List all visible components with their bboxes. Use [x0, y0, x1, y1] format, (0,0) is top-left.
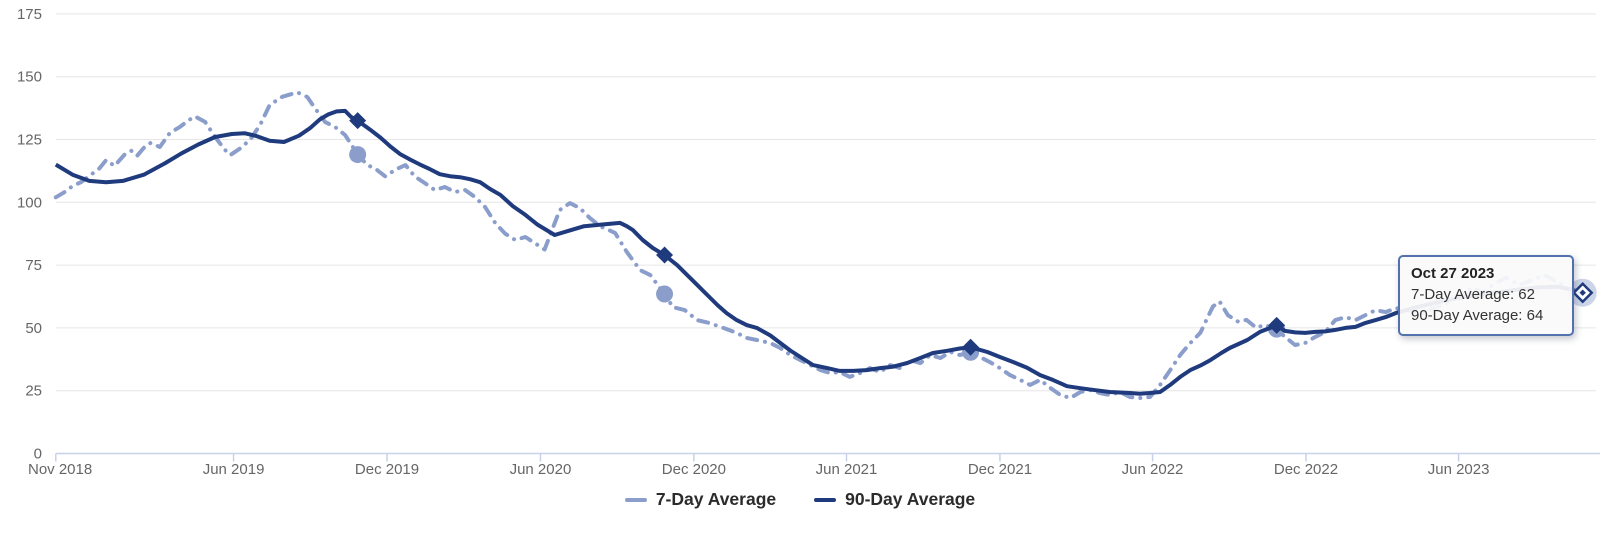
tooltip-7day-value: 7-Day Average: 62: [1411, 286, 1535, 304]
legend-item-90day[interactable]: 90-Day Average: [814, 489, 975, 510]
tooltip: Oct 27 2023 7-Day Average: 62 90-Day Ave…: [1398, 255, 1574, 336]
x-axis-label: Nov 2018: [28, 461, 92, 478]
legend-label-90day: 90-Day Average: [845, 489, 976, 509]
x-axis-label: Dec 2020: [662, 461, 726, 478]
legend-label-7day: 7-Day Average: [655, 489, 777, 509]
legend-item-7day[interactable]: 7-Day Average: [624, 489, 777, 510]
y-axis-label: 75: [25, 257, 42, 274]
x-axis-label: Jun 2020: [510, 461, 572, 478]
7day-year-marker[interactable]: [349, 146, 367, 164]
y-axis-label: 25: [25, 383, 42, 400]
x-axis-label: Dec 2019: [355, 461, 419, 478]
x-axis-label: Jun 2019: [203, 461, 265, 478]
tooltip-90day-value: 90-Day Average: 64: [1411, 306, 1544, 324]
y-axis-label: 0: [34, 446, 42, 463]
x-axis-label: Dec 2021: [968, 461, 1032, 478]
selected-point-dot: [1579, 289, 1586, 296]
90day-line-swatch-icon: [814, 497, 837, 502]
legend: 7-Day Average 90-Day Average: [0, 489, 1600, 510]
x-axis-label: Dec 2022: [1274, 461, 1338, 478]
x-axis-label: Jun 2023: [1428, 461, 1490, 478]
7day-average-line[interactable]: [53, 90, 1585, 400]
90day-year-marker[interactable]: [656, 246, 674, 264]
90day-year-marker[interactable]: [1268, 316, 1286, 334]
x-axis-label: Jun 2022: [1122, 461, 1184, 478]
7day-line-swatch-icon: [624, 497, 647, 502]
tooltip-date: Oct 27 2023: [1411, 265, 1495, 282]
7day-year-marker[interactable]: [656, 285, 674, 303]
y-axis-label: 175: [17, 6, 42, 23]
y-axis-label: 100: [17, 194, 42, 211]
y-axis-label: 125: [17, 132, 42, 149]
90day-year-marker[interactable]: [349, 112, 367, 130]
90day-year-marker[interactable]: [962, 338, 980, 356]
90day-average-line[interactable]: [54, 108, 1584, 396]
x-axis-label: Jun 2021: [816, 461, 878, 478]
y-axis-label: 150: [17, 69, 42, 86]
y-axis-label: 50: [25, 320, 42, 337]
